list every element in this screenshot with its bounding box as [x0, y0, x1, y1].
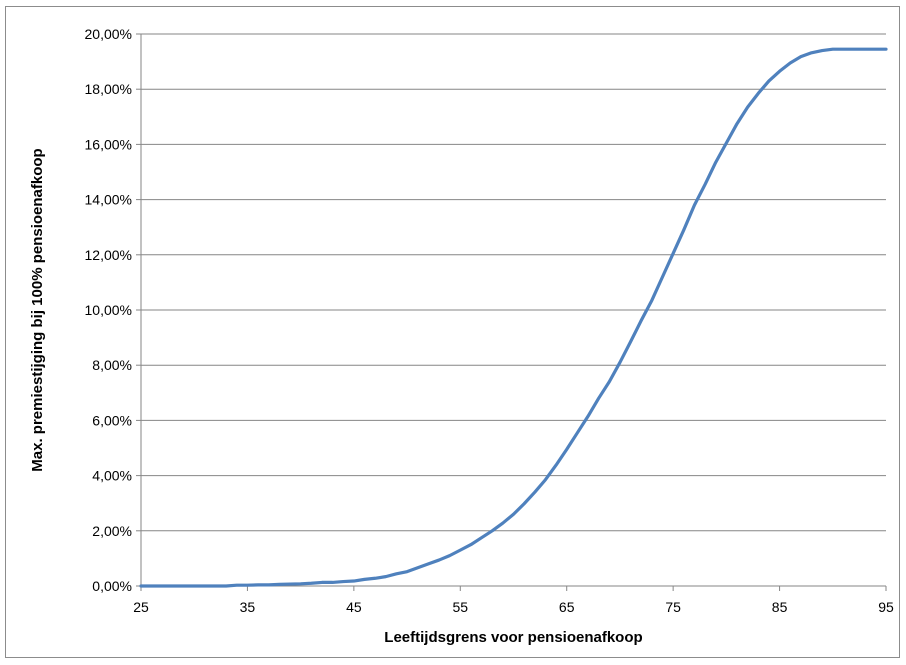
chart-frame: 0,00% 2,00% 4,00% 6,00% 8,00% 10,00% 12,00% 14,… [5, 6, 900, 658]
y-axis-title: Max. premiestijging bij 100% pensioenafk… [29, 148, 46, 471]
y-tick-label: 12,00% [85, 247, 132, 263]
x-tick-label: 65 [559, 599, 575, 615]
y-tick-label: 4,00% [92, 468, 132, 484]
tick-labels: 0,00% 2,00% 4,00% 6,00% 8,00% 10,00% 12,00% 14,… [85, 26, 894, 615]
y-tick-label: 0,00% [92, 578, 132, 594]
y-tick-label: 8,00% [92, 357, 132, 373]
x-tick-label: 35 [240, 599, 256, 615]
x-tick-label: 45 [346, 599, 362, 615]
y-tick-label: 20,00% [85, 26, 132, 42]
series-layer [139, 47, 888, 588]
y-tick-label: 10,00% [85, 302, 132, 318]
y-tick-label: 14,00% [85, 192, 132, 208]
y-tick-label: 2,00% [92, 523, 132, 539]
x-tick-label: 75 [665, 599, 681, 615]
y-tick-label: 16,00% [85, 136, 132, 152]
gridlines [141, 33, 886, 532]
series-line [139, 47, 888, 588]
x-axis-title: Leeftijdsgrens voor pensioenafkoop [384, 629, 642, 646]
x-tick-label: 25 [133, 599, 149, 615]
line-chart: 0,00% 2,00% 4,00% 6,00% 8,00% 10,00% 12,00% 14,… [29, 26, 894, 646]
axes [136, 33, 887, 591]
x-tick-label: 55 [452, 599, 468, 615]
y-tick-label: 18,00% [85, 81, 132, 97]
x-tick-label: 85 [772, 599, 788, 615]
y-tick-label: 6,00% [92, 412, 132, 428]
x-tick-label: 95 [878, 599, 894, 615]
